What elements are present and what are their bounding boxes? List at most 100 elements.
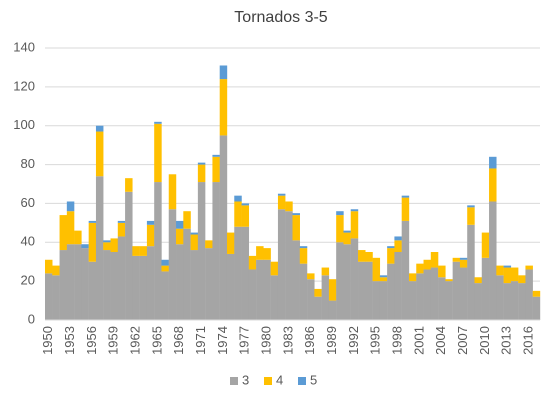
bar-segment (532, 290, 541, 297)
bar-segment (139, 246, 148, 256)
chart-title: Tornados 3-5 (234, 9, 327, 26)
bar-segment (103, 240, 111, 243)
bar-segment (263, 248, 271, 260)
bar-segment (525, 269, 533, 320)
y-tick-label: 60 (21, 195, 35, 210)
bar-segment (176, 244, 184, 320)
bar-segment (503, 265, 512, 268)
bar-segment (496, 275, 504, 320)
x-tick-label: 2016 (521, 326, 536, 355)
bar-segment (401, 197, 410, 221)
bar-segment (219, 65, 228, 80)
x-tick-label: 1968 (171, 326, 186, 355)
bar-segment (95, 131, 104, 177)
bar-segment (459, 259, 468, 268)
bar-segment (438, 277, 446, 320)
bar-segment (125, 178, 133, 192)
bar-segment (88, 222, 97, 262)
legend-label: 3 (242, 372, 249, 387)
bar-segment (168, 209, 177, 320)
y-tick-label: 80 (21, 156, 35, 171)
bar-segment (270, 261, 279, 276)
bar-segment (328, 300, 337, 320)
bar-segment (226, 232, 235, 254)
bar-segment (248, 255, 257, 270)
bar-segment (481, 232, 490, 258)
bar-segment (307, 273, 315, 280)
bar-segment (503, 267, 512, 284)
bar-segment (45, 273, 53, 320)
bar-segment (190, 250, 199, 320)
bar-segment (183, 211, 191, 229)
bar-segment (474, 283, 482, 320)
x-tick-label: 1974 (215, 326, 230, 355)
bar-segment (66, 211, 75, 245)
bar-segment (161, 259, 169, 266)
bar-segment (314, 288, 322, 297)
bar-segment (212, 154, 220, 157)
bar-segment (336, 211, 344, 216)
bar-segment (401, 220, 410, 320)
bar-segment (256, 259, 264, 320)
bar-segment (183, 228, 191, 320)
bar-segment (350, 238, 359, 320)
x-tick-label: 1956 (84, 326, 99, 355)
bar-segment (423, 259, 432, 270)
bar-segment (408, 281, 417, 320)
bar-segment (365, 252, 373, 262)
bar-segment (154, 123, 162, 183)
bar-segment (510, 281, 519, 320)
bar-segment (219, 79, 228, 136)
bar-segment (95, 125, 104, 132)
bar-segment (176, 228, 184, 245)
bar-segment (197, 162, 206, 165)
bar-segment (154, 182, 162, 320)
bar-segment (343, 244, 351, 320)
bar-segment (328, 279, 337, 301)
bar-segment (95, 176, 104, 320)
bar-segment (241, 203, 250, 206)
bar-segment (292, 240, 300, 320)
x-tick-label: 1965 (149, 326, 164, 355)
x-tick-label: 1953 (62, 326, 77, 355)
bar-segment (88, 261, 97, 320)
bar-segment (81, 248, 89, 320)
bar-segment (292, 213, 300, 216)
bar-segment (423, 269, 432, 320)
x-tick-label: 2007 (455, 326, 470, 355)
bar-segment (387, 248, 395, 264)
bar-segment (190, 232, 199, 235)
bar-segment (321, 267, 330, 276)
bar-segment (66, 201, 75, 212)
bar-segment (154, 121, 162, 124)
bar-segment (525, 265, 533, 270)
bar-segment (394, 252, 402, 320)
bar-segment (161, 265, 169, 272)
bar-segment (445, 279, 453, 282)
legend-swatch (264, 377, 272, 385)
y-tick-label: 100 (13, 117, 35, 132)
bar-segment (52, 275, 60, 320)
bar-segment (467, 205, 475, 208)
bar-segment (489, 168, 497, 202)
bar-segment (132, 255, 140, 320)
bar-segment (438, 265, 446, 278)
x-tick-label: 1986 (302, 326, 317, 355)
bar-segment (314, 296, 322, 320)
bar-segment (518, 283, 526, 320)
bar-segment (336, 215, 344, 243)
bar-segment (518, 275, 526, 284)
bar-segment (234, 226, 242, 320)
bar-segment (321, 275, 330, 320)
bar-segment (234, 201, 242, 227)
bar-segment (263, 259, 271, 320)
bar-segment (45, 259, 53, 274)
x-tick-label: 1998 (389, 326, 404, 355)
bar-segment (299, 263, 308, 320)
x-tick-label: 1950 (40, 326, 55, 355)
bar-segment (234, 195, 242, 202)
bar-segment (474, 277, 482, 284)
x-tick-label: 1962 (127, 326, 142, 355)
bar-segment (205, 248, 213, 320)
bar-segment (452, 257, 461, 262)
